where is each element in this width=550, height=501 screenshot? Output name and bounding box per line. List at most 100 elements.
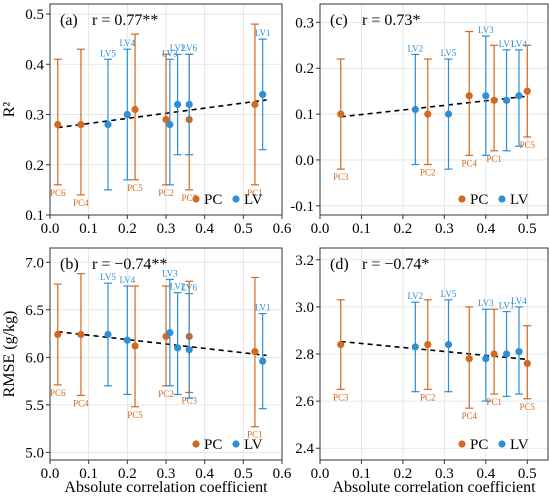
y-tick-label: 0.3	[25, 108, 44, 124]
point-pc5	[523, 359, 531, 368]
legend-label-lv: LV	[510, 192, 529, 208]
panel-1: 0.0 0.1 0.2 0.3 0.4 0.5 -0.1 0.0 0.1 0.2 0.3 (c) r =…	[290, 3, 549, 237]
point-lv1	[259, 357, 267, 365]
point-label-lv5: LV5	[100, 48, 116, 58]
correlation-annotation: r = 0.73*	[362, 12, 420, 29]
point-label-pc1: PC1	[247, 188, 263, 198]
x-tick-label: 0.5	[518, 221, 537, 237]
point-label-lv3: LV3	[478, 25, 494, 35]
y-tick-label: 3.0	[295, 300, 314, 316]
x-axis-label: Absolute correlation coefficient	[332, 479, 536, 496]
legend-marker-pc	[192, 195, 200, 203]
y-tick-label: 0.1	[295, 107, 314, 123]
y-tick-label: 6.0	[25, 350, 44, 366]
point-label-pc3: PC3	[333, 392, 349, 402]
y-tick-label: 0.4	[25, 57, 44, 73]
y-axis-label: R²	[1, 102, 18, 118]
point-pc1	[490, 96, 498, 104]
y-tick-label: 5.5	[25, 398, 44, 414]
point-label-pc5: PC5	[127, 183, 143, 193]
x-axis-label: Absolute correlation coefficient	[64, 479, 268, 496]
y-tick-label: 0.3	[295, 15, 314, 31]
legend-marker-lv	[498, 195, 506, 203]
legend-label-pc: PC	[470, 437, 488, 453]
point-label-lv3: LV3	[478, 298, 494, 308]
point-pc2	[162, 115, 170, 124]
point-pc5	[523, 87, 531, 95]
point-label-lv4: LV4	[119, 275, 135, 285]
point-label-lv2: LV2	[408, 43, 424, 53]
y-tick-label: 2.4	[295, 441, 314, 457]
point-label-lv4: LV4	[511, 296, 527, 306]
legend-marker-pc	[192, 440, 200, 448]
y-tick-label: 0.0	[295, 153, 314, 169]
correlation-annotation: r = 0.77**	[92, 12, 158, 29]
point-lv1	[502, 350, 511, 358]
point-label-pc4: PC4	[461, 411, 477, 421]
y-tick-label: 6.5	[25, 303, 44, 319]
x-tick-label: 0.2	[118, 466, 137, 482]
trend-line	[340, 340, 528, 361]
point-label-pc4: PC4	[73, 198, 89, 208]
point-pc4	[77, 120, 85, 129]
point-label-lv1: LV1	[255, 303, 271, 313]
x-tick-label: 0.1	[79, 221, 98, 237]
point-label-pc6: PC6	[50, 188, 66, 198]
point-pc2	[424, 340, 432, 349]
point-pc3	[337, 110, 345, 118]
point-pc4	[465, 355, 473, 363]
x-tick-label: 0.2	[118, 221, 137, 237]
trend-line	[57, 99, 267, 129]
point-label-lv6: LV6	[181, 283, 197, 293]
legend-label-pc: PC	[470, 192, 488, 208]
x-tick-label: 0.0	[41, 221, 60, 237]
point-label-pc3: PC3	[181, 396, 197, 406]
point-pc1	[251, 100, 259, 109]
point-label-pc2: PC2	[158, 389, 174, 399]
point-label-pc1: PC1	[247, 430, 263, 440]
point-pc6	[54, 120, 62, 129]
x-tick-label: 0.3	[435, 221, 454, 237]
point-label-lv5: LV5	[441, 289, 457, 299]
legend-marker-pc	[458, 195, 466, 203]
point-label-lv3: LV3	[162, 48, 178, 58]
correlation-annotation: r = −0.74*	[362, 256, 429, 273]
x-tick-label: 0.4	[476, 221, 495, 237]
y-tick-label: 2.8	[295, 347, 314, 363]
point-label-lv2: LV2	[408, 291, 424, 301]
point-label-pc6: PC6	[50, 388, 66, 398]
point-pc5	[131, 105, 139, 114]
point-label-pc2: PC2	[158, 188, 174, 198]
point-lv4	[123, 110, 131, 119]
x-tick-label: 0.1	[352, 221, 371, 237]
point-pc3	[337, 340, 345, 349]
x-tick-label: 0.1	[79, 466, 98, 482]
point-pc4	[465, 92, 473, 100]
point-label-lv1: LV1	[255, 28, 271, 38]
panel-3: 0.0 0.1 0.2 0.3 0.4 0.5 2.4 2.6 2.8 3.0 3.2 Absolut…	[295, 247, 549, 496]
point-label-pc3: PC3	[181, 193, 197, 203]
point-lv5	[444, 110, 453, 118]
point-lv6	[185, 346, 193, 354]
point-label-lv2: LV2	[170, 282, 186, 292]
point-label-lv4: LV4	[119, 38, 135, 48]
legend-label-lv: LV	[510, 437, 529, 453]
x-tick-label: 0.6	[273, 221, 292, 237]
y-tick-label: 7.0	[25, 255, 44, 271]
x-tick-label: 0.6	[273, 466, 292, 482]
panel-tag: (c)	[330, 12, 348, 29]
legend-marker-lv	[232, 440, 240, 448]
y-axis-label: RMSE (g/kg)	[1, 311, 18, 398]
point-label-lv1: LV1	[499, 301, 515, 311]
legend-marker-lv	[232, 195, 240, 203]
point-label-pc2: PC2	[420, 392, 436, 402]
plot-frame	[319, 3, 549, 216]
legend-label-pc: PC	[204, 192, 222, 208]
x-tick-label: 0.5	[234, 466, 253, 482]
y-tick-label: 0.5	[25, 7, 44, 23]
x-tick-label: 0.5	[518, 466, 537, 482]
y-tick-label: -0.1	[290, 199, 314, 215]
legend-label-lv: LV	[244, 437, 263, 453]
